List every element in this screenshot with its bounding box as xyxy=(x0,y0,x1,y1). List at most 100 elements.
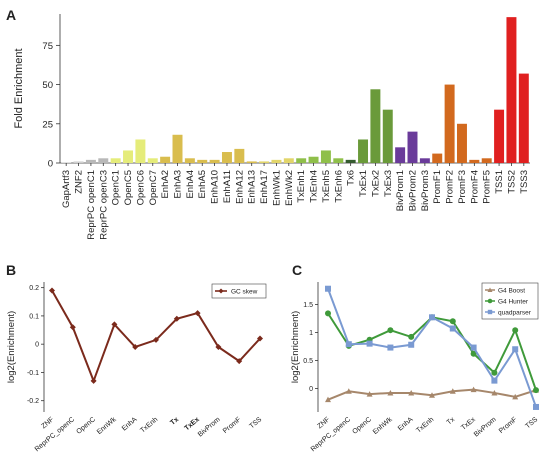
chart-c-xtick-label: BivProm xyxy=(473,416,498,438)
chart-b-point xyxy=(111,321,118,328)
chart-a-bar xyxy=(135,139,146,163)
chart-a-bar xyxy=(333,158,344,163)
chart-a-xtick-label: EnhWk2 xyxy=(284,170,295,206)
panel-letter-a: A xyxy=(6,7,16,23)
chart-b-point xyxy=(236,358,243,365)
chart-b-ytick-label: 0 xyxy=(35,342,39,349)
chart-c-point xyxy=(387,344,394,351)
chart-a-bar xyxy=(283,158,294,163)
chart-a-xtick-label: TxEx1 xyxy=(358,170,369,197)
chart-c-xtick-label: TSS xyxy=(524,416,539,430)
chart-c-point xyxy=(366,340,373,347)
chart-a-xtick-label: TSS2 xyxy=(506,170,517,194)
chart-a-xtick-label: EnhWk1 xyxy=(271,170,282,206)
chart-c-xtick-label: EnhWk xyxy=(372,416,394,436)
chart-c-ytick-label: 1.5 xyxy=(303,302,313,309)
chart-b-xtick-label: PromF xyxy=(222,416,243,435)
chart-c-legend-label: G4 Boost xyxy=(498,287,525,294)
chart-c-xtick-label: TxEnh xyxy=(415,416,435,434)
chart-a-xtick-label: TxEx2 xyxy=(370,170,381,197)
chart-a-bar xyxy=(184,158,195,163)
chart-c-legend-marker xyxy=(487,287,493,292)
chart-b-point xyxy=(90,377,97,384)
chart-a-bar xyxy=(271,159,282,163)
chart-c-point xyxy=(387,389,394,396)
chart-a-bar xyxy=(98,158,109,163)
chart-a-xtick-label: TxEx3 xyxy=(383,170,394,197)
chart-c-point xyxy=(470,350,477,357)
chart-c-xtick-label: PromF xyxy=(498,416,519,435)
chart-b-point xyxy=(215,344,222,350)
chart-b-xtick-label: ZNF xyxy=(40,416,55,430)
chart-a-bar xyxy=(259,161,270,163)
chart-a-xtick-label: EnhA13 xyxy=(247,170,258,204)
chart-c-xtick-label: EnhA xyxy=(397,416,415,433)
chart-a-bar xyxy=(209,159,220,163)
chart-a-bar xyxy=(147,158,158,163)
chart-c-legend-marker xyxy=(487,298,493,304)
chart-b-point xyxy=(153,336,159,343)
chart-b-legend-label: GC skew xyxy=(231,289,258,296)
chart-c-xtick-label: OpenC xyxy=(351,416,372,436)
chart-a-bar xyxy=(172,134,183,163)
chart-b-xtick-label: Tx xyxy=(169,416,180,427)
chart-a-ytick-label: 0 xyxy=(48,159,53,170)
chart-a-xtick-label: BivProm1 xyxy=(395,170,406,211)
chart-a-xtick-label: OpenC5 xyxy=(123,170,134,205)
chart-a-xtick-label: PromF5 xyxy=(482,170,493,204)
chart-c: log2(Enrichment) 00.511.5ZNFReprPC_openC… xyxy=(290,282,540,453)
chart-c-ytick-label: 1 xyxy=(309,330,313,337)
chart-a-ylabel: Fold Enrichment xyxy=(13,48,25,128)
chart-a-xtick-label: TxEnh1 xyxy=(296,170,307,203)
chart-a-xtick-label: EnhA10 xyxy=(210,170,221,204)
chart-c-point xyxy=(345,341,352,348)
chart-a-xtick-label: OpenC7 xyxy=(148,170,159,205)
chart-a-xtick-label: OpenC1 xyxy=(111,170,122,205)
chart-a-bar xyxy=(481,158,492,163)
chart-c-point xyxy=(449,318,456,325)
chart-a-xtick-label: EnhA12 xyxy=(234,170,245,204)
chart-b-point xyxy=(194,310,201,317)
chart-b-point xyxy=(69,324,76,331)
chart-b-xtick-label: OpenC xyxy=(75,416,96,436)
chart-b-point xyxy=(132,344,139,350)
chart-b-ylabel: log2(Enrichment) xyxy=(6,311,17,383)
chart-c-point xyxy=(366,391,373,397)
chart-a-bar xyxy=(123,150,134,163)
chart-b-point xyxy=(257,335,263,342)
chart-c-point xyxy=(449,388,456,394)
chart-a-xtick-label: PromF2 xyxy=(445,170,456,204)
chart-a-bar xyxy=(370,89,381,163)
chart-c-legend-marker xyxy=(487,309,493,315)
chart-b-legend-box xyxy=(211,283,267,299)
panel-letter-c: C xyxy=(292,262,302,278)
chart-c-point xyxy=(470,386,477,393)
chart-c-point xyxy=(491,369,498,376)
chart-c-point xyxy=(491,389,498,396)
chart-c-legend-label: G4 Hunter xyxy=(498,298,529,305)
chart-b-ytick-label: 0.1 xyxy=(29,313,39,320)
chart-a-bar xyxy=(419,158,430,163)
chart-b-xtick-label: TSS xyxy=(248,416,263,430)
chart-a-bar xyxy=(469,159,480,163)
chart-c-ytick-label: 0.5 xyxy=(303,358,313,365)
chart-a-bar xyxy=(110,158,121,163)
chart-c-point xyxy=(429,392,435,398)
chart-a-xtick-label: EnhA17 xyxy=(259,170,270,204)
chart-b-xtick-label: TxEx xyxy=(184,416,201,432)
chart-c-point xyxy=(325,396,331,403)
chart-a-xtick-label: PromF4 xyxy=(469,170,480,204)
chart-c-point xyxy=(449,325,456,332)
chart-c-point xyxy=(512,346,519,353)
chart-a-bar xyxy=(296,158,307,163)
chart-c-point xyxy=(408,333,415,340)
chart-c-point xyxy=(470,344,477,351)
chart-a-xtick-label: PromF1 xyxy=(432,170,443,204)
chart-a-xtick-label: Tx6 xyxy=(346,170,357,186)
chart-b-legend-marker xyxy=(218,288,224,294)
chart-a-bar xyxy=(160,156,171,163)
chart-c-point xyxy=(491,377,498,384)
chart-c-ylabel: log2(Enrichment) xyxy=(290,311,301,383)
chart-a-bar xyxy=(395,147,406,163)
